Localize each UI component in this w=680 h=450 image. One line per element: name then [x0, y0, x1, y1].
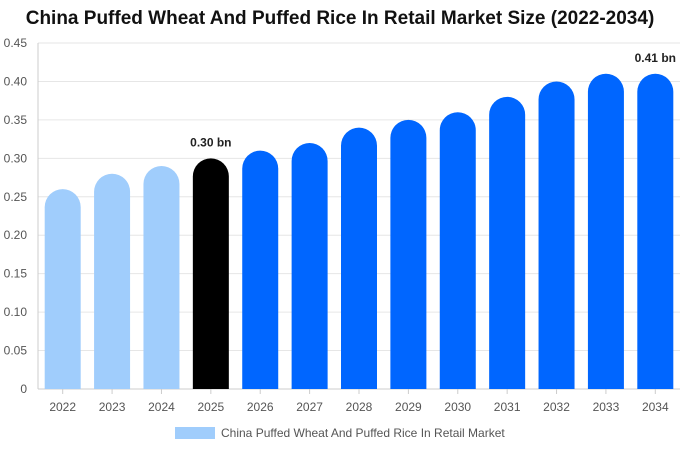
bar-2027 — [291, 142, 328, 389]
legend: China Puffed Wheat And Puffed Rice In Re… — [175, 426, 505, 440]
x-tick-label: 2030 — [444, 400, 471, 414]
y-tick-label: 0 — [20, 382, 27, 396]
y-tick-label: 0.35 — [4, 113, 28, 127]
bar-2026 — [242, 150, 279, 389]
y-tick-label: 0.10 — [4, 305, 28, 319]
bar-2030 — [439, 112, 476, 389]
y-tick-label: 0.25 — [4, 190, 28, 204]
bar-2034 — [637, 73, 674, 389]
chart-title: China Puffed Wheat And Puffed Rice In Re… — [25, 8, 655, 29]
x-tick-label: 2022 — [49, 400, 76, 414]
y-tick-label: 0.30 — [4, 151, 28, 165]
bar-2033 — [587, 73, 624, 389]
x-tick-label: 2031 — [494, 400, 521, 414]
y-tick-label: 0.45 — [4, 36, 28, 50]
x-tick-label: 2023 — [99, 400, 126, 414]
bar-2028 — [341, 127, 377, 390]
data-label-2025: 0.30 bn — [190, 135, 231, 149]
bar-2023 — [94, 173, 131, 389]
x-tick-label: 2029 — [395, 400, 422, 414]
label-layer: 0.30 bn 0.41 bn — [190, 51, 676, 150]
bar-2025 — [192, 158, 229, 389]
legend-swatch — [175, 427, 215, 439]
y-tick-label: 0.40 — [4, 74, 28, 88]
x-tick-label: 2028 — [346, 400, 373, 414]
x-tick-label: 2033 — [593, 400, 620, 414]
bar-2029 — [390, 119, 427, 389]
bar-2024 — [143, 166, 180, 389]
y-tick-label: 0.05 — [4, 344, 28, 358]
x-tick-label: 2032 — [543, 400, 570, 414]
data-label-2034: 0.41 bn — [635, 51, 676, 65]
x-tick-label: 2027 — [296, 400, 323, 414]
axis-layer: 0 0.05 0.10 0.15 0.20 0.25 0.30 0.35 0.40 0.45 202… — [4, 36, 680, 414]
y-tick-label: 0.15 — [4, 267, 28, 281]
bar-2022 — [44, 189, 81, 389]
bar-2031 — [489, 96, 526, 389]
x-tick-label: 2034 — [642, 400, 669, 414]
x-tick-label: 2026 — [247, 400, 274, 414]
legend-label: China Puffed Wheat And Puffed Rice In Re… — [221, 426, 505, 440]
x-tick-label: 2025 — [197, 400, 224, 414]
bar-layer — [44, 73, 674, 390]
y-tick-label: 0.20 — [4, 228, 28, 242]
bar-2032 — [538, 81, 575, 389]
x-tick-label: 2024 — [148, 400, 175, 414]
